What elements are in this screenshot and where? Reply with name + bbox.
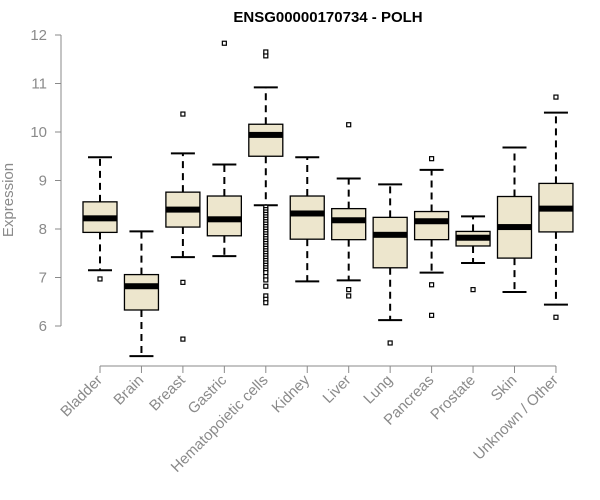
median-line (331, 217, 366, 224)
x-tick-label: Brain (110, 372, 147, 409)
plot-area (82, 40, 574, 358)
iqr-box (413, 210, 450, 241)
outlier-point (470, 287, 476, 293)
y-tick-label: 6 (39, 318, 47, 335)
iqr-box (372, 216, 408, 269)
x-tick-label: Kidney (269, 371, 314, 416)
box-skin (496, 146, 533, 294)
box-breast (165, 111, 201, 342)
outlier-point (221, 40, 227, 46)
outlier-point (263, 277, 269, 283)
box-unknown-other (538, 94, 574, 320)
y-tick-label: 11 (31, 76, 47, 93)
y-tick-label: 10 (30, 124, 47, 141)
outlier-point (346, 287, 352, 293)
outlier-point (180, 336, 186, 342)
box-prostate (455, 215, 491, 293)
median-line (373, 231, 408, 238)
iqr-box (206, 195, 243, 237)
median-line (124, 283, 159, 290)
median-line (248, 131, 283, 138)
outlier-point (346, 293, 352, 299)
x-tick-label: Bladder (57, 372, 106, 421)
x-tick-label: Prostate (427, 372, 479, 424)
iqr-box (331, 207, 367, 241)
outlier-point (429, 282, 435, 288)
box-brain (123, 230, 160, 358)
y-tick-label: 12 (30, 27, 47, 44)
median-line (538, 205, 573, 212)
outlier-point (387, 340, 393, 346)
outlier-point (180, 111, 186, 117)
median-line (207, 216, 242, 223)
median-line (290, 210, 325, 217)
box-gastric (206, 40, 243, 258)
outlier-point (346, 122, 352, 128)
outlier-point (263, 300, 269, 306)
y-axis: 6 7 8 9 10 11 12 (30, 27, 62, 335)
box-bladder (82, 156, 118, 282)
median-line (456, 234, 491, 241)
outlier-point (97, 276, 103, 282)
iqr-box (248, 123, 284, 157)
y-tick-label: 7 (39, 270, 47, 287)
x-tick-label: Liver (320, 372, 355, 407)
iqr-box (123, 273, 160, 311)
median-line (83, 215, 117, 222)
outlier-point (429, 156, 435, 162)
box-hematopoietic-cells (248, 49, 284, 306)
iqr-box (289, 195, 325, 240)
outlier-point (263, 49, 269, 55)
x-tick-label: Lung (360, 372, 396, 408)
box-kidney (289, 156, 325, 283)
outlier-point (263, 283, 269, 289)
outlier-point (553, 314, 559, 320)
box-liver (331, 122, 367, 299)
y-tick-label: 8 (39, 221, 47, 238)
median-line (497, 224, 532, 231)
box-pancreas (413, 156, 450, 318)
box-lung (372, 183, 408, 346)
outlier-point (429, 312, 435, 318)
chart-title: ENSG00000170734 - POLH (233, 9, 422, 26)
y-axis-label: Expression (0, 163, 17, 237)
median-line (414, 218, 449, 225)
median-line (165, 206, 200, 213)
x-tick-label: Breast (146, 371, 189, 414)
y-tick-label: 9 (39, 173, 47, 190)
x-tick-label: Skin (488, 372, 521, 405)
outlier-point (180, 279, 186, 285)
outlier-point (553, 94, 559, 100)
